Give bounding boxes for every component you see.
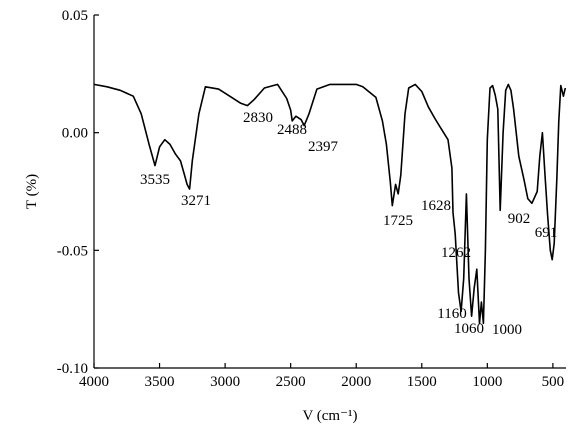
x-tick-label: 3000	[210, 374, 240, 390]
peak-label-3271: 3271	[181, 193, 211, 209]
peak-label-691: 691	[535, 225, 558, 241]
peak-label-1000: 1000	[492, 322, 522, 338]
peak-label-1725: 1725	[383, 213, 413, 229]
x-axis-title: V (cm⁻¹)	[302, 408, 357, 424]
x-tick-label: 2000	[341, 374, 371, 390]
peak-label-902: 902	[508, 211, 531, 227]
x-tick-label: 1000	[472, 374, 502, 390]
peak-label-1262: 1262	[441, 245, 471, 261]
x-tick-label: 1500	[407, 374, 437, 390]
y-tick-label: -0.05	[57, 243, 88, 259]
y-tick-label: 0.05	[62, 8, 88, 24]
x-axis: 4000 3500 3000 2500 2000 1500 1000 500	[79, 363, 564, 390]
peak-label-1160: 1160	[437, 306, 466, 322]
y-tick-label: -0.10	[57, 361, 88, 377]
y-axis-title: T (%)	[24, 174, 40, 209]
plot-frame	[93, 15, 566, 369]
y-tick-label: 0.00	[62, 126, 88, 142]
x-tick-label: 4000	[79, 374, 109, 390]
peak-label-1060: 1060	[454, 321, 484, 337]
y-axis: 0.05 0.00 -0.05 -0.10	[57, 8, 99, 377]
x-tick-label: 3500	[145, 374, 175, 390]
peak-label-3535: 3535	[140, 172, 170, 188]
peak-label-2397: 2397	[308, 139, 339, 155]
peak-label-2830: 2830	[243, 110, 273, 126]
x-tick-label: 2500	[276, 374, 306, 390]
x-tick-label: 500	[542, 374, 565, 390]
transmittance-series-line	[93, 83, 567, 325]
peak-label-2488: 2488	[277, 122, 307, 138]
peak-label-1628: 1628	[421, 198, 451, 214]
